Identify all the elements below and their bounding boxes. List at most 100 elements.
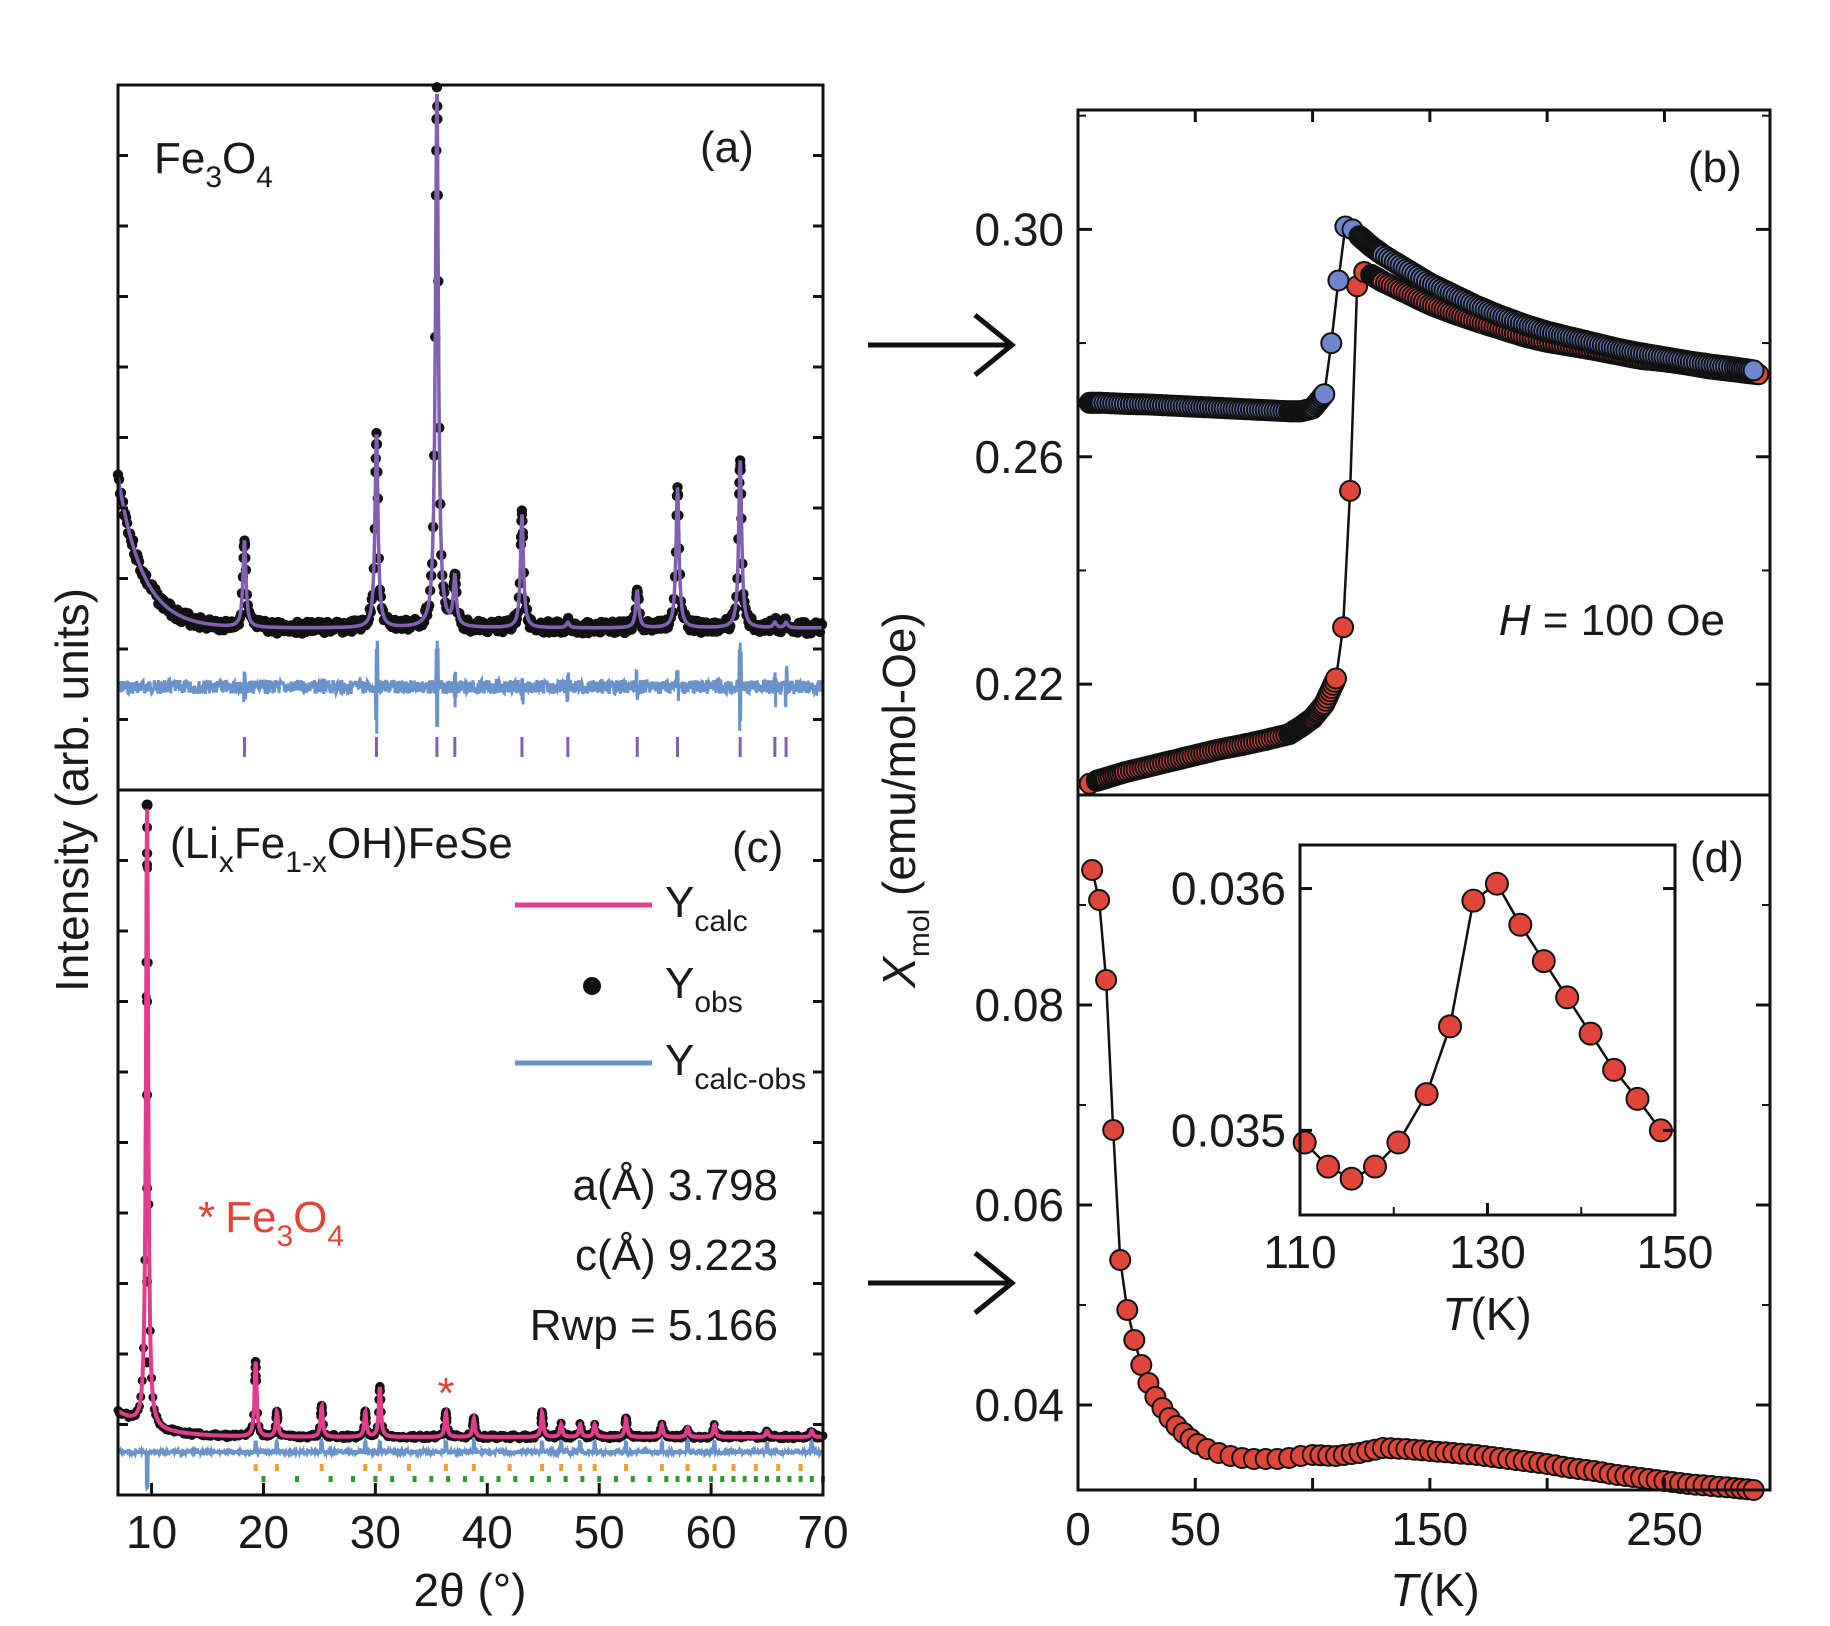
inset-point [1292,1130,1317,1155]
panel-c: 10 20 30 40 50 60 70 (LixFe1-xOH)FeSe (c) Ycal… [113,788,849,1616]
y-tick-label: 0.22 [974,658,1064,710]
fc-point [1742,359,1765,382]
orange-reflection-tick [319,1464,324,1471]
panel-c-label: (c) [732,823,783,872]
orange-reflection-tick [659,1464,664,1471]
panel-c-legend: Ycalc Yobs Ycalc-obs [515,878,806,1096]
green-reflection-tick [390,1476,395,1482]
y-tick-label: 0.30 [974,203,1064,255]
ycalc-line [116,808,823,1439]
x-tick-label: 0 [1065,1503,1091,1555]
panel-b-plot-area [1078,215,1770,795]
inset-point [1363,1154,1387,1179]
panel-a: Fe3O4 (a) [112,82,828,792]
x-axis-label-temperature: T(K) [1390,1564,1479,1616]
orange-reflection-tick [377,1464,382,1471]
green-reflection-tick [630,1476,635,1482]
green-reflection-tick [513,1476,518,1482]
panel-c-frame [116,788,825,1497]
inset-point [1578,1021,1603,1046]
green-reflection-tick [809,1476,814,1482]
y-tick-label: 0.04 [974,1379,1064,1431]
fc-point [1320,332,1343,355]
impurity-label: * Fe3O4 [198,1193,344,1253]
y-tick-label: 0.26 [974,431,1064,483]
inset-point [1602,1057,1627,1082]
panel-d-x-tick-labels: 0 50 150 250 [1065,1503,1703,1555]
arrow-d-head [973,1251,1016,1315]
y-axis-label-chi: Xmol (emu/mol-Oe) [873,612,936,989]
x-tick-label: 20 [238,1506,289,1558]
green-reflection-tick [597,1476,602,1482]
green-reflection-tick [328,1476,333,1482]
green-reflection-tick [686,1476,691,1482]
ycalc-line [116,93,823,630]
zfc-point [1332,616,1355,639]
green-reflection-tick [675,1476,680,1482]
panel-d: 0.040.060.08 0 50 150 250 (d) T(K) 0.0350.0… [974,793,1772,1616]
orange-reflection-tick [776,1464,781,1471]
panel-d-y-tick-labels: 0.04 0.06 0.08 [974,979,1064,1431]
fc-point [1327,269,1350,292]
orange-reflection-tick [798,1464,803,1471]
x-tick-label: 30 [350,1506,401,1558]
panel-b: 0.22 0.26 0.30 (b) H = 100 Oe [974,108,1772,797]
inset-tick-marks [1298,887,1677,1215]
orange-reflection-tick [540,1464,545,1471]
orange-reflection-tick [274,1464,279,1471]
x-tick-label: 50 [1170,1503,1221,1555]
inset-point [1484,871,1509,896]
green-reflection-tick [261,1476,266,1482]
panel-a-compound: Fe3O4 [154,134,273,194]
arrow-b-head [973,313,1016,377]
inset-point [1461,888,1486,913]
green-reflection-tick [351,1476,355,1482]
orange-reflection-tick [685,1464,690,1471]
panel-d-tick-marks [1078,904,1770,1490]
panel-d-label: (d) [1690,833,1744,882]
green-reflection-tick [742,1476,747,1482]
zfc-point [1325,667,1347,690]
green-reflection-tick [496,1476,501,1482]
orange-reflection-tick [507,1464,512,1471]
green-reflection-tick [709,1476,714,1482]
inset-point [1531,949,1556,974]
chi-point [1116,1299,1139,1321]
legend-yobs-swatch [583,977,601,995]
green-reflection-tick [720,1476,725,1482]
panel-b-label: (b) [1688,143,1742,192]
inset-x-tick-label: 150 [1637,1226,1714,1278]
panel-d-plot-area [1081,859,1765,1501]
inset-background [1300,845,1675,1215]
ydiff-line [116,1435,824,1492]
green-reflection-tick [479,1476,484,1482]
lattice-c: c(Å) 9.223 [575,1231,778,1280]
inset-point [1316,1154,1341,1179]
inset-point [1339,1166,1364,1191]
panel-a-plot-area [112,82,828,757]
orange-reflection-tick [471,1464,476,1471]
inset-point [1508,912,1533,937]
chi-point [1081,859,1104,881]
x-tick-label: 10 [126,1506,177,1558]
inset-point [1625,1086,1650,1111]
green-reflection-tick [446,1476,451,1482]
panel-a-label: (a) [700,123,754,172]
panel-d-frame [1076,793,1772,1492]
green-reflection-tick [753,1476,758,1482]
lattice-a: a(Å) 3.798 [573,1161,778,1210]
panel-b-y-tick-labels: 0.22 0.26 0.30 [974,203,1064,710]
green-reflection-tick [787,1476,792,1482]
panel-c-x-tick-labels: 10 20 30 40 50 60 70 [126,1506,849,1558]
panel-c-tick-marks [118,859,825,1495]
x-axis-label-2theta: 2θ (°) [414,1564,527,1616]
x-tick-label: 250 [1626,1503,1703,1555]
orange-reflection-tick [578,1464,583,1471]
inset-y-tick-labels: 0.035 0.036 [1171,863,1286,1157]
panel-b-frame [1076,108,1772,797]
x-tick-label: 50 [574,1506,625,1558]
panel-c-compound: (LixFe1-xOH)FeSe [170,819,513,879]
green-reflection-tick [563,1476,568,1482]
legend-ycalc-label: Ycalc [665,878,748,938]
